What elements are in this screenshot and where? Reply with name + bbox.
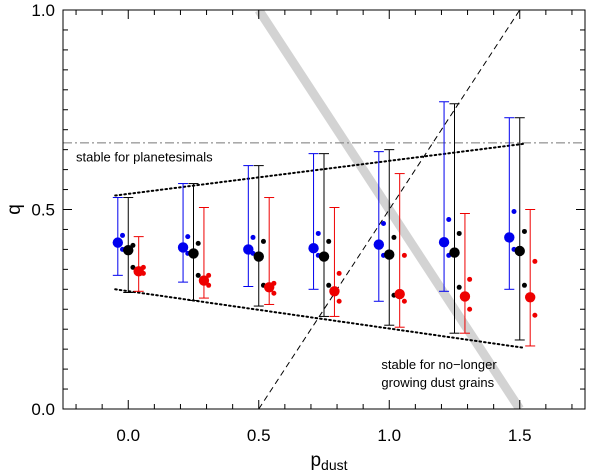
stable-planetesimals-label-line-0: stable for planetesimals: [76, 150, 213, 165]
red-sample-point-4-0: [401, 252, 407, 258]
red-mean-point-2: [263, 282, 275, 293]
black-sample-point-3-0: [326, 238, 332, 244]
data-layer: [112, 101, 538, 347]
blue-mean-point-2: [243, 244, 254, 255]
x-tick-label-1.0: 1.0: [377, 426, 401, 445]
black-mean-point-2: [253, 251, 264, 262]
red-sample-point-1-1: [206, 282, 212, 288]
blue-sample-point-1-0: [185, 234, 191, 240]
x-tick-label-0.5: 0.5: [247, 426, 271, 445]
y-tick-label-0.5: 0.5: [31, 201, 55, 220]
blue-mean-point-4: [373, 239, 385, 250]
black-sample-point-5-0: [456, 230, 462, 236]
red-sample-point-6-0: [532, 258, 538, 264]
stable-planetesimals-label: stable for planetesimals: [76, 150, 213, 165]
black-sample-point-6-0: [521, 228, 527, 234]
red-sample-point-1-0: [206, 272, 212, 278]
stable-dust-label-line-1: growing dust grains: [381, 375, 494, 390]
x-tick-label-1.5: 1.5: [508, 426, 532, 445]
x-axis-title-main: p: [310, 450, 321, 471]
x-axis-title: pdust: [310, 450, 347, 473]
blue-mean-point-5: [438, 237, 450, 248]
red-sample-point-6-1: [532, 312, 538, 318]
black-mean-point-0: [123, 244, 134, 256]
red-sample-point-2-1: [271, 290, 277, 296]
black-sample-point-3-1: [326, 282, 332, 288]
y-tick-label-0.0: 0.0: [31, 400, 55, 419]
red-sample-point-4-1: [401, 298, 407, 304]
blue-sample-point-0-0: [120, 232, 126, 238]
blue-sample-point-6-0: [511, 208, 517, 214]
black-mean-point-3: [318, 251, 330, 262]
text-layer: pdust q 0.0 0.5 1.0 1.5 0.0 0.5 1.0 stable for …: [4, 1, 532, 473]
blue-sample-point-5-0: [446, 216, 452, 222]
black-sample-point-0-0: [130, 242, 136, 248]
red-sample-point-5-1: [467, 306, 473, 312]
black-sample-point-6-1: [521, 282, 527, 288]
black-sample-point-4-0: [391, 234, 397, 240]
y-axis-title: q: [4, 204, 25, 215]
red-mean-point-1: [198, 275, 210, 286]
blue-sample-point-2-0: [250, 234, 256, 240]
lower-dotted-envelope: [114, 288, 526, 349]
y-tick-label-1.0: 1.0: [31, 1, 55, 20]
blue-mean-point-0: [112, 237, 124, 248]
blue-mean-point-6: [504, 232, 515, 243]
black-mean-point-5: [449, 247, 460, 258]
red-sample-point-2-0: [271, 280, 277, 286]
red-sample-point-0-0: [140, 264, 146, 270]
blue-sample-point-3-0: [315, 230, 321, 236]
red-mean-point-3: [329, 286, 340, 297]
stable-dust-label: stable for no−longer growing dust grains: [381, 357, 497, 390]
x-axis-title-subscript: dust: [321, 457, 348, 473]
blue-sample-point-4-0: [381, 220, 387, 226]
red-sample-point-3-1: [336, 298, 342, 304]
black-mean-point-4: [384, 249, 395, 260]
red-mean-point-4: [394, 288, 405, 300]
black-mean-point-1: [188, 248, 199, 259]
black-sample-point-0-1: [130, 264, 136, 270]
red-sample-point-3-0: [336, 270, 342, 276]
stable-dust-label-line-0: stable for no−longer: [381, 357, 497, 372]
red-mean-point-6: [524, 292, 536, 303]
red-sample-point-0-1: [140, 270, 146, 276]
ticks-layer: [63, 9, 585, 410]
black-mean-point-6: [514, 245, 525, 257]
blue-mean-point-3: [308, 243, 319, 254]
red-mean-point-5: [459, 291, 471, 302]
black-sample-point-1-1: [195, 272, 201, 278]
black-sample-point-2-0: [260, 238, 266, 244]
black-sample-point-1-0: [195, 240, 201, 246]
red-sample-point-5-0: [467, 276, 473, 282]
black-sample-point-5-1: [456, 284, 462, 290]
x-tick-label-0.0: 0.0: [116, 426, 140, 445]
blue-mean-point-1: [177, 242, 189, 253]
